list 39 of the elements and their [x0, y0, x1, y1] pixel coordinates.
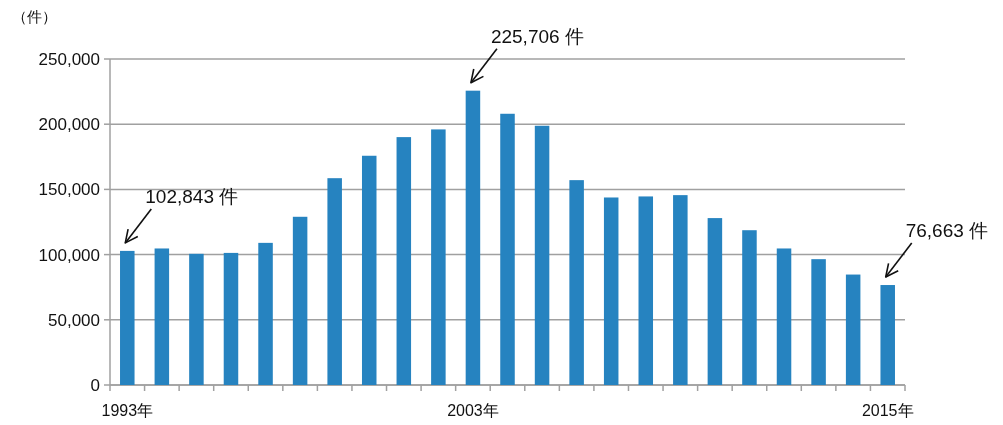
- bar: [361, 155, 377, 385]
- bar: [742, 230, 757, 385]
- bar: [327, 178, 342, 385]
- bar: [500, 113, 515, 385]
- bar: [673, 195, 688, 385]
- bar: [396, 137, 412, 385]
- x-tick-label: 1993年: [101, 402, 154, 419]
- y-tick-label: 200,000: [38, 115, 100, 135]
- bar: [811, 259, 826, 385]
- annotation: 225,706 件: [470, 25, 584, 84]
- bar: [880, 285, 895, 385]
- bar: [707, 218, 723, 385]
- bar: [534, 125, 550, 385]
- bar: [569, 180, 584, 385]
- bar: [292, 216, 308, 385]
- x-tick-label: 2003年: [447, 402, 499, 419]
- bar: [638, 196, 654, 385]
- bar: [223, 252, 239, 385]
- bar: [603, 197, 619, 385]
- y-tick-label: 0: [90, 376, 100, 395]
- bar: [189, 253, 204, 385]
- annotation: 225,706 件: [490, 25, 584, 47]
- annotation: 76,663 件: [884, 220, 989, 278]
- bar: [465, 90, 481, 385]
- y-tick-label: 100,000: [38, 245, 100, 265]
- y-tick-label: 150,000: [38, 180, 100, 200]
- y-tick-label: 50,000: [48, 310, 100, 330]
- bar: [431, 129, 446, 385]
- bar: [845, 274, 861, 385]
- annotation: 76,663 件: [905, 220, 989, 242]
- annotation: 102,843 件: [124, 185, 239, 244]
- bar: [154, 248, 170, 385]
- bar: [120, 250, 135, 385]
- annotation: 102,843 件: [145, 185, 239, 207]
- y-axis-title: （件）: [12, 8, 57, 25]
- bar: [258, 242, 273, 385]
- bar: [776, 248, 792, 385]
- x-tick-label: 2015年: [861, 402, 914, 419]
- y-tick-label: 250,000: [38, 50, 100, 69]
